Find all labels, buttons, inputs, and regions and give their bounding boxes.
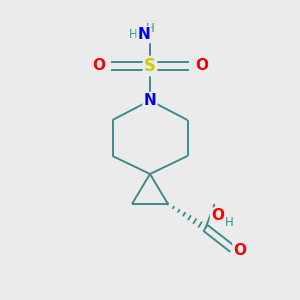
- Text: H: H: [225, 215, 234, 229]
- Text: O: O: [211, 208, 224, 224]
- Text: N: N: [144, 93, 156, 108]
- Text: N: N: [138, 27, 150, 42]
- Text: S: S: [144, 57, 156, 75]
- Text: O: O: [233, 243, 247, 258]
- Text: H: H: [129, 28, 138, 41]
- Text: O: O: [195, 58, 208, 74]
- Text: O: O: [92, 58, 105, 74]
- Text: H: H: [146, 22, 154, 35]
